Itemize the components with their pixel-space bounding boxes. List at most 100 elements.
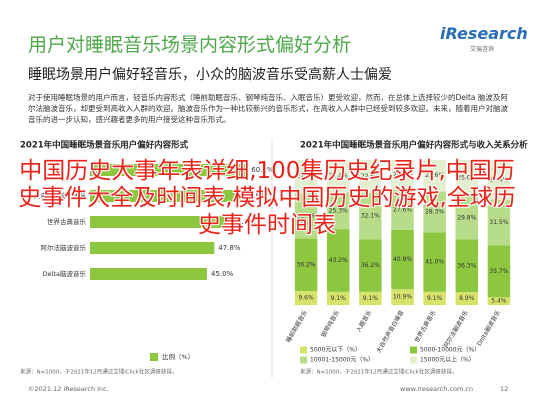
category-label: Delta脑波音乐 — [475, 309, 502, 348]
value-label: 27.6% — [393, 206, 412, 213]
bar — [90, 164, 248, 176]
legend-label: 10001-15000元（%） — [310, 357, 374, 364]
legend-label: 5000元以下（%） — [310, 347, 361, 354]
value-label: 47.8% — [218, 244, 241, 252]
value-label: 9.1% — [427, 295, 443, 302]
value-label: 43.2% — [329, 257, 348, 264]
bar-segment — [455, 160, 479, 197]
category-label: 入眠音乐 — [354, 309, 373, 334]
value-label: 31.4% — [297, 212, 316, 219]
bar-segment — [359, 239, 382, 292]
paragraph: 对于使用睡眠场景的用户而言，轻音乐内容形式（睡前助眠音乐、钢琴纯音乐、入眠音乐）… — [28, 93, 508, 124]
legend-swatch — [150, 353, 158, 361]
category-label: 阿尔法脑波音乐 — [41, 243, 87, 252]
value-label: 20.6% — [393, 171, 412, 178]
value-label: 10.9% — [393, 294, 412, 301]
bar-segment — [391, 160, 414, 190]
category-label: Delta脑波音乐 — [43, 269, 87, 278]
category-label: 钢琴纯音乐 — [319, 309, 341, 339]
value-label: 45.0% — [211, 270, 234, 278]
logo: iResearch — [440, 24, 528, 43]
bar-segment — [487, 297, 511, 305]
title: 用户对睡眠音乐场景内容形式偏好分析 — [28, 34, 352, 56]
bar-segment — [359, 192, 382, 240]
value-label: 27.4% — [489, 176, 508, 183]
source: 来源：N=1000，于2021年12月通过艾瑞iClick社区调研获得。 — [300, 368, 457, 376]
value-label: 36.3% — [457, 262, 476, 269]
category-label: 世界古典音乐 — [47, 217, 87, 226]
value-label: 9.1% — [331, 295, 347, 302]
bar-segment — [487, 160, 511, 200]
value-label: 28.3% — [425, 208, 444, 215]
legend-swatch — [300, 346, 307, 354]
value-label: 25.0% — [457, 175, 476, 182]
legend-swatch — [410, 356, 417, 364]
bar-segment — [326, 291, 350, 305]
legend-label: 15000元以上（%） — [420, 356, 475, 364]
source: 来源：N=1000，于2021年12月通过艾瑞iClick社区调研获得。 — [20, 368, 177, 376]
bar-segment — [455, 196, 479, 240]
logo-sub: 艾瑞咨询 — [470, 46, 495, 53]
bar-segment — [359, 291, 382, 305]
bar-segment — [487, 199, 511, 246]
bar-segment — [423, 191, 446, 233]
bar-segment — [455, 292, 479, 305]
subtitle: 睡眠场景用户偏好轻音乐，小众的脑波音乐受高薪人士偏爱 — [28, 67, 392, 83]
value-label: 25.3% — [329, 207, 348, 214]
value-label: 36.2% — [297, 261, 316, 268]
value-label: 22.6% — [361, 173, 380, 180]
value-label: 21.6% — [425, 172, 444, 179]
legend-label: 5000-10000元（%） — [420, 347, 480, 354]
legend-swatch — [410, 346, 417, 354]
bar-segment — [326, 229, 350, 292]
chart-title: 2021年中国睡眠场景音乐用户偏好内容形式 — [20, 140, 189, 151]
bar-segment — [294, 193, 318, 239]
value-label: 22.4% — [329, 173, 348, 180]
value-label: 9.6% — [298, 295, 314, 302]
value-label: 22.8% — [297, 173, 316, 180]
value-label: 60.5% — [251, 166, 274, 174]
legend-swatch — [300, 356, 307, 364]
page-number: 12 — [500, 385, 509, 393]
bar-segment — [391, 229, 414, 290]
legend-label: 比例（%） — [162, 352, 194, 361]
bar-segment — [326, 192, 350, 230]
value-label: 40.9% — [393, 256, 412, 263]
bar-segment — [391, 289, 414, 305]
value-label: 53.3% — [233, 218, 256, 226]
category-label: 大自然声音白噪音 — [34, 191, 87, 200]
value-label: 9.1% — [363, 295, 379, 302]
overlay-text: 中国历史大事年表详细,100集历史纪录片,中国历史事件大全及时间表,模拟中国历史… — [18, 158, 516, 238]
bar — [90, 268, 207, 280]
category-label: 阿尔法脑波音乐 — [442, 309, 470, 349]
bar — [90, 242, 215, 254]
chart-title: 2021年中国睡眠场景音乐用户偏好内容形式与收入关系分析 — [300, 140, 528, 151]
category-label: 大自然声音白噪音 — [375, 309, 406, 355]
value-label: 5.4% — [491, 298, 507, 305]
bar-segment — [326, 160, 350, 193]
copyright: ©2021.12 iResearch Inc. — [28, 385, 109, 393]
bar-segment — [455, 239, 479, 293]
bar — [90, 216, 229, 228]
bar — [90, 190, 241, 202]
bar-segment — [294, 291, 318, 305]
value-label: 8.9% — [459, 295, 475, 302]
value-label: 41.0% — [425, 259, 444, 266]
value-label: 35.7% — [489, 268, 508, 275]
value-label: 36.2% — [361, 262, 380, 269]
bar-segment — [294, 160, 318, 194]
category-label: 睡前助眠音乐 — [284, 309, 309, 344]
bar-segment — [423, 160, 446, 192]
value-label: 57.9% — [245, 192, 268, 200]
bar-segment — [359, 160, 382, 193]
value-label: 31.5% — [489, 219, 508, 226]
bar-segment — [294, 238, 318, 292]
bar-segment — [391, 189, 414, 230]
bar-segment — [487, 245, 511, 298]
bar-segment — [423, 232, 446, 292]
value-label: 32.1% — [361, 213, 380, 220]
bar-segment — [423, 291, 446, 305]
url: www.iresearch.com.cn — [400, 385, 474, 393]
